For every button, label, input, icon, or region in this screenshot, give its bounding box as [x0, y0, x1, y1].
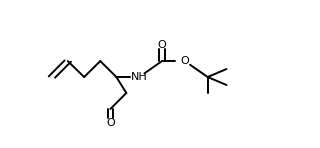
Text: O: O: [158, 40, 166, 50]
Text: NH: NH: [131, 72, 148, 82]
Text: O: O: [180, 56, 189, 66]
Text: O: O: [106, 118, 115, 128]
